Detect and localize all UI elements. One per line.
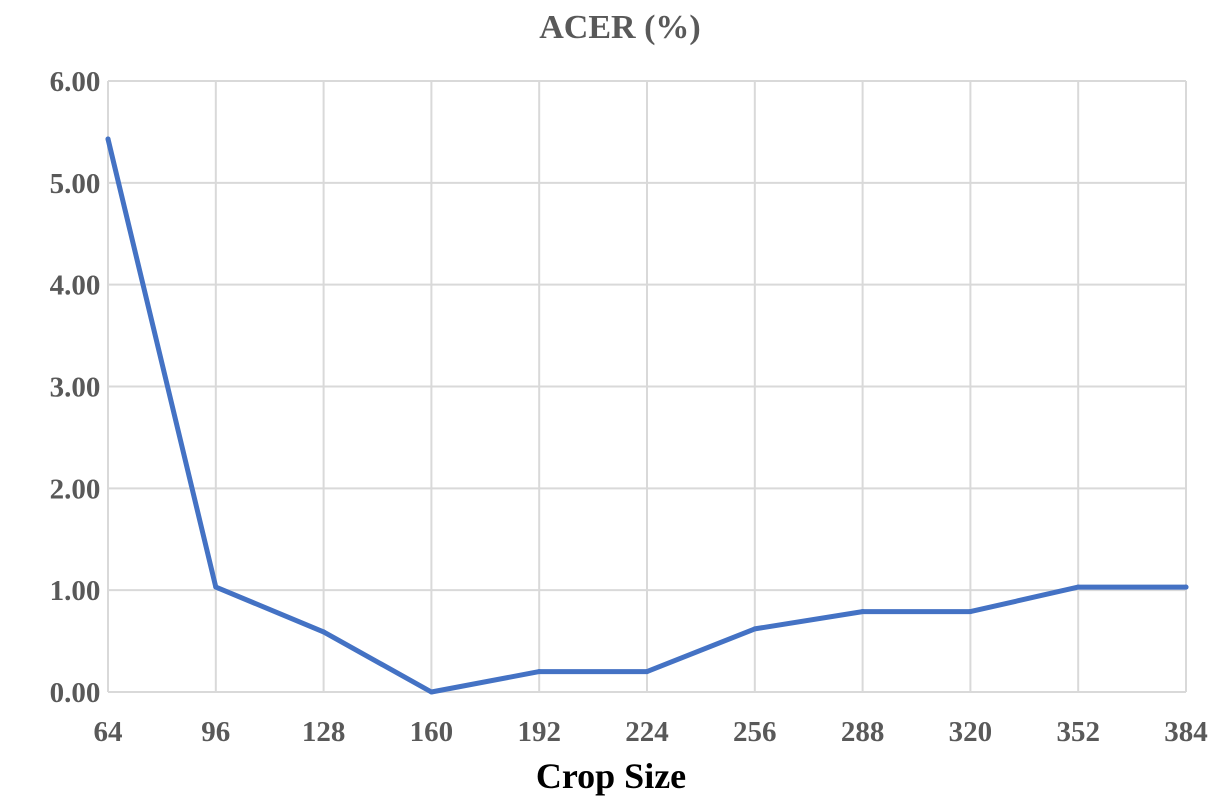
x-tick-label: 128: [302, 716, 346, 748]
data-point: [428, 689, 434, 695]
x-tick-label: 256: [733, 716, 777, 748]
y-tick-label: 0.00: [50, 677, 101, 709]
chart-title: ACER (%): [539, 9, 700, 46]
y-tick-label: 4.00: [50, 270, 101, 302]
data-point: [321, 629, 327, 635]
x-tick-label: 320: [949, 716, 993, 748]
x-tick-label: 224: [625, 716, 669, 748]
data-point: [967, 609, 973, 615]
x-tick-label: 288: [841, 716, 885, 748]
data-point: [1183, 584, 1189, 590]
data-point: [1075, 584, 1081, 590]
y-tick-label: 5.00: [50, 168, 101, 200]
x-tick-label: 192: [517, 716, 561, 748]
gridlines: [107, 80, 1187, 693]
x-axis-tick-labels: 64 96 128 160 192 224 256 288 320 352 384: [94, 716, 1208, 748]
y-axis-tick-labels: 0.00 1.00 2.00 3.00 4.00 5.00 6.00: [50, 66, 101, 709]
data-point: [752, 626, 758, 632]
data-point: [213, 584, 219, 590]
x-tick-label: 160: [410, 716, 454, 748]
y-tick-label: 6.00: [50, 66, 101, 98]
y-tick-label: 2.00: [50, 473, 101, 505]
x-tick-label: 64: [94, 716, 123, 748]
x-tick-label: 352: [1056, 716, 1100, 748]
y-tick-label: 1.00: [50, 575, 101, 607]
data-point: [105, 136, 111, 142]
y-tick-label: 3.00: [50, 372, 101, 404]
x-tick-label: 96: [201, 716, 230, 748]
x-axis-label: Crop Size: [536, 756, 686, 796]
data-point: [536, 669, 542, 675]
data-point: [860, 609, 866, 615]
series-layer: [105, 136, 1189, 695]
data-point: [644, 669, 650, 675]
x-tick-label: 384: [1164, 716, 1208, 748]
